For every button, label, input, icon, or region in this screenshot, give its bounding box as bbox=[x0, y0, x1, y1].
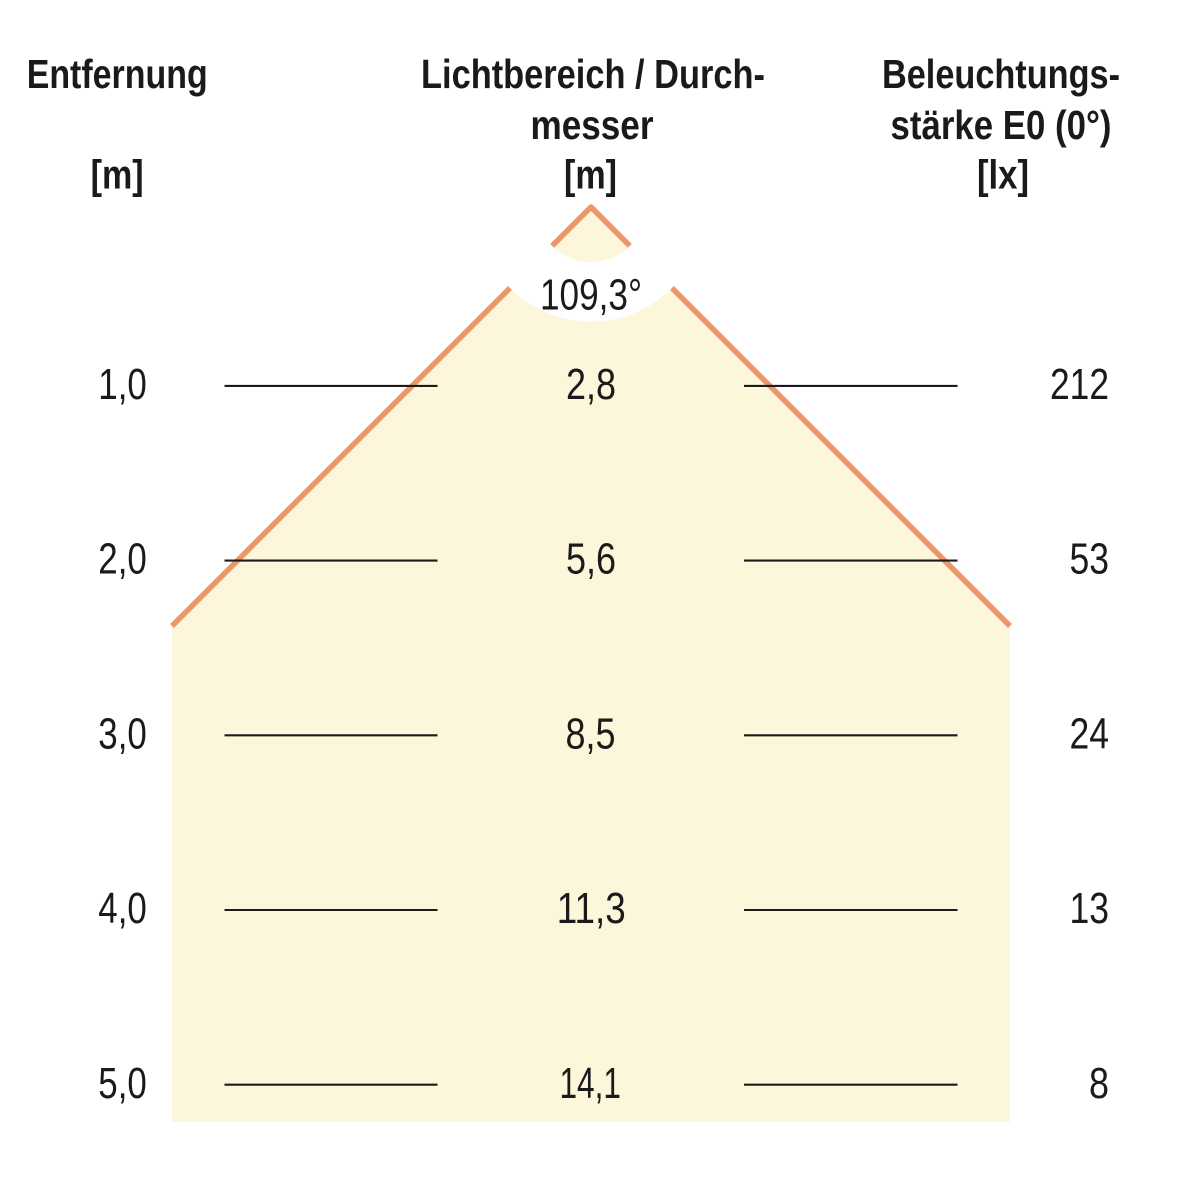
svg-text:1,0: 1,0 bbox=[98, 360, 147, 409]
svg-text:53: 53 bbox=[1070, 535, 1110, 584]
svg-text:8,5: 8,5 bbox=[566, 709, 616, 758]
svg-text:5,0: 5,0 bbox=[98, 1059, 147, 1108]
svg-text:212: 212 bbox=[1050, 360, 1109, 409]
svg-text:14,1: 14,1 bbox=[559, 1059, 621, 1108]
svg-text:Lichtbereich / Durch-: Lichtbereich / Durch- bbox=[421, 51, 765, 97]
svg-text:13: 13 bbox=[1070, 884, 1110, 933]
svg-text:109,3°: 109,3° bbox=[540, 271, 642, 320]
svg-text:8: 8 bbox=[1089, 1059, 1109, 1108]
svg-text:[m]: [m] bbox=[564, 152, 617, 198]
svg-text:4,0: 4,0 bbox=[98, 884, 147, 933]
svg-text:11,3: 11,3 bbox=[557, 884, 626, 933]
svg-text:5,6: 5,6 bbox=[566, 535, 616, 584]
svg-text:Entfernung: Entfernung bbox=[27, 51, 208, 97]
svg-text:2,0: 2,0 bbox=[98, 535, 147, 584]
svg-text:2,8: 2,8 bbox=[566, 360, 616, 409]
svg-text:stärke E0 (0°): stärke E0 (0°) bbox=[891, 102, 1112, 148]
svg-text:messer: messer bbox=[531, 102, 654, 148]
svg-text:Beleuchtungs-: Beleuchtungs- bbox=[882, 51, 1120, 97]
svg-text:24: 24 bbox=[1070, 709, 1110, 758]
svg-text:[lx]: [lx] bbox=[977, 152, 1029, 198]
svg-text:[m]: [m] bbox=[91, 152, 144, 198]
svg-text:3,0: 3,0 bbox=[98, 709, 147, 758]
